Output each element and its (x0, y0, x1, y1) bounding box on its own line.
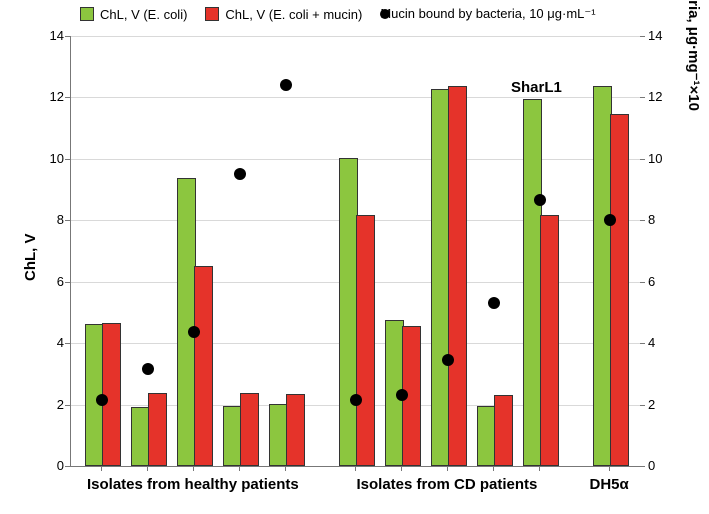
y-tick-right: 12 (648, 89, 662, 104)
tick-mark (640, 282, 645, 283)
tick-mark (65, 36, 70, 37)
tick-mark (147, 466, 148, 471)
tick-mark (65, 97, 70, 98)
tick-mark (539, 466, 540, 471)
tick-mark (65, 466, 70, 467)
tick-mark (609, 466, 610, 471)
dot-point (234, 168, 246, 180)
bar-red (194, 266, 213, 466)
dot-point (142, 363, 154, 375)
y-tick-right: 10 (648, 151, 662, 166)
y-tick-right: 2 (648, 397, 655, 412)
dot-point (96, 394, 108, 406)
y-tick-left: 10 (40, 151, 64, 166)
tick-mark (640, 343, 645, 344)
y-tick-right: 6 (648, 274, 655, 289)
bar-red (448, 86, 467, 466)
bar-red (540, 215, 559, 466)
tick-mark (640, 97, 645, 98)
legend-swatch-red (205, 7, 219, 21)
bar-red (148, 393, 167, 466)
y-tick-left: 8 (40, 212, 64, 227)
grid-line (71, 97, 641, 98)
legend-swatch-green (80, 7, 94, 21)
bar-red (610, 114, 629, 466)
dot-point (488, 297, 500, 309)
legend-label-red: ChL, V (E. coli + mucin) (225, 7, 362, 22)
bar-red (286, 394, 305, 466)
bar-red (356, 215, 375, 466)
tick-mark (101, 466, 102, 471)
y-tick-left: 14 (40, 28, 64, 43)
legend: ChL, V (E. coli) ChL, V (E. coli + mucin… (80, 6, 596, 22)
y-tick-right: 14 (648, 28, 662, 43)
bar-red (240, 393, 259, 466)
tick-mark (65, 159, 70, 160)
y-tick-right: 0 (648, 458, 655, 473)
y-tick-right: 8 (648, 212, 655, 227)
annotation-sharl1: SharL1 (511, 79, 562, 96)
tick-mark (401, 466, 402, 471)
y-axis-left-title: ChL, V (22, 234, 39, 282)
dot-point (350, 394, 362, 406)
tick-mark (65, 220, 70, 221)
y-tick-left: 0 (40, 458, 64, 473)
tick-mark (640, 466, 645, 467)
y-tick-right: 4 (648, 335, 655, 350)
plot-area (70, 36, 641, 467)
tick-mark (355, 466, 356, 471)
y-tick-left: 4 (40, 335, 64, 350)
tick-mark (65, 282, 70, 283)
tick-mark (640, 159, 645, 160)
tick-mark (65, 405, 70, 406)
dot-point (534, 194, 546, 206)
legend-label-green: ChL, V (E. coli) (100, 7, 187, 22)
legend-item-dot: Mucin bound by bacteria, 10 μg·mL⁻¹ (380, 6, 595, 22)
x-group-label: Isolates from healthy patients (87, 476, 299, 493)
bar-red (494, 395, 513, 466)
legend-label-dot: Mucin bound by bacteria, 10 μg·mL⁻¹ (380, 6, 595, 22)
y-tick-left: 6 (40, 274, 64, 289)
tick-mark (239, 466, 240, 471)
tick-mark (193, 466, 194, 471)
grid-line (71, 36, 641, 37)
tick-mark (65, 343, 70, 344)
tick-mark (640, 220, 645, 221)
y-axis-right-title: Mucin bound by bacteria, μg·mg⁻¹×10 (685, 0, 703, 111)
legend-item-red: ChL, V (E. coli + mucin) (205, 7, 362, 22)
dot-point (280, 79, 292, 91)
x-group-label: Isolates from CD patients (357, 476, 538, 493)
y-tick-left: 2 (40, 397, 64, 412)
y-tick-left: 12 (40, 89, 64, 104)
x-group-label: DH5α (590, 476, 629, 493)
tick-mark (447, 466, 448, 471)
tick-mark (493, 466, 494, 471)
dot-point (442, 354, 454, 366)
legend-item-green: ChL, V (E. coli) (80, 7, 187, 22)
tick-mark (640, 36, 645, 37)
tick-mark (285, 466, 286, 471)
tick-mark (640, 405, 645, 406)
chart-container: ChL, V (E. coli) ChL, V (E. coli + mucin… (0, 0, 709, 514)
